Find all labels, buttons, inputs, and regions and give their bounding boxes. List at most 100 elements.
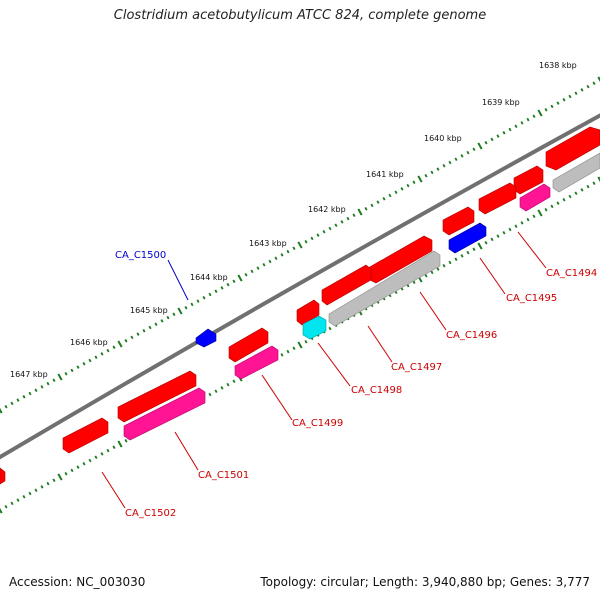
genome-summary-text: Topology: circular; Length: 3,940,880 bp… [260, 575, 590, 589]
inner-tick [57, 473, 63, 481]
gene-feature-ca-c1500[interactable] [195, 328, 217, 348]
inner-tick [286, 349, 290, 354]
outer-tick [520, 121, 524, 125]
outer-tick [357, 208, 363, 216]
gene-feature-fwd-7[interactable] [228, 327, 269, 363]
inner-tick [496, 234, 500, 238]
inner-tick [22, 495, 26, 499]
outer-tick [508, 127, 512, 132]
gene-feature-ca-c1501[interactable] [123, 387, 206, 441]
outer-tick [34, 388, 38, 392]
outer-tick [532, 114, 536, 119]
inner-tick [568, 194, 572, 199]
inner-tick [502, 231, 506, 235]
gene-label-ca-c1500[interactable]: CA_C1500 [115, 250, 166, 261]
outer-tick [382, 197, 386, 201]
inner-tick [100, 452, 104, 456]
gene-label-ca-c1497[interactable]: CA_C1497 [391, 362, 442, 373]
inner-tick [580, 188, 584, 192]
inner-tick [436, 267, 440, 271]
outer-tick [514, 124, 518, 128]
accession-text: Accession: NC_003030 [9, 575, 146, 589]
inner-tick [526, 217, 530, 222]
inner-tick [220, 386, 224, 390]
outer-tick [490, 137, 494, 142]
outer-tick [177, 307, 183, 315]
outer-tick [154, 322, 158, 326]
outer-tick [370, 203, 374, 208]
gene-feature-pink-1[interactable] [519, 183, 551, 212]
outer-tick [472, 147, 476, 152]
gene-feature-ca-c1494-neighbor[interactable] [545, 126, 600, 171]
gene-label-ca-c1495[interactable]: CA_C1495 [506, 293, 557, 304]
gene-feature-fwd-2[interactable] [478, 182, 517, 215]
outer-tick [64, 371, 68, 376]
outer-tick [232, 279, 236, 284]
tick-label-1647: 1647 kbp [10, 370, 48, 379]
gene-feature-fwd-9[interactable] [62, 417, 109, 454]
outer-tick [28, 391, 32, 396]
gene-feature-fwd-3[interactable] [442, 206, 475, 236]
outer-tick [160, 319, 164, 323]
outer-tick [417, 175, 423, 183]
outer-tick [70, 368, 74, 373]
inner-tick [508, 227, 512, 232]
gene-feature-ca-c1495[interactable] [448, 222, 487, 254]
inner-tick [4, 504, 8, 509]
inner-tick [94, 455, 98, 459]
inner-tick [490, 237, 494, 242]
outer-tick [76, 365, 80, 369]
map-title: Clostridium acetobutylicum ATCC 824, com… [113, 8, 487, 23]
outer-tick [268, 259, 272, 264]
outer-tick [46, 381, 50, 386]
outer-tick [322, 230, 326, 234]
outer-tick [292, 246, 296, 251]
inner-tick [562, 198, 566, 202]
outer-tick [502, 131, 506, 135]
tick-label-1641: 1641 kbp [366, 170, 404, 179]
gene-feature-fwd-5[interactable] [321, 264, 372, 306]
outer-tick [496, 134, 500, 138]
outer-tick [310, 236, 314, 241]
gene-feature-ca-c1496[interactable] [328, 250, 441, 327]
gene-label-ca-c1499[interactable]: CA_C1499 [292, 418, 343, 429]
gene-label-ca-c1494[interactable]: CA_C1494 [546, 268, 597, 279]
outer-tick [424, 173, 428, 178]
gene-labels: CA_C1494 CA_C1495 CA_C1496 CA_C1497 CA_C… [115, 250, 597, 519]
inner-tick [597, 176, 600, 183]
gene-feature-gray-1[interactable] [552, 152, 600, 193]
inner-tick [532, 214, 536, 219]
gene-feature-ca-c1498[interactable] [302, 315, 327, 340]
gene-label-ca-c1498[interactable]: CA_C1498 [351, 385, 402, 396]
inner-tick [214, 389, 218, 393]
outer-tick [112, 345, 116, 350]
outer-tick [117, 340, 123, 348]
outer-tick [88, 358, 92, 363]
inner-tick [70, 468, 74, 473]
outer-tick [262, 263, 266, 267]
gene-label-ca-c1496[interactable]: CA_C1496 [446, 330, 497, 341]
outer-tick [280, 253, 284, 257]
tick-label-1639: 1639 kbp [482, 98, 520, 107]
outer-tick [286, 249, 290, 254]
gene-feature-fwd-6[interactable] [296, 299, 320, 326]
outer-tick [82, 362, 86, 366]
gene-feature-fwd-10[interactable] [0, 467, 6, 485]
outer-tick [442, 164, 446, 168]
outer-tick [334, 223, 338, 227]
gene-label-ca-c1502[interactable]: CA_C1502 [125, 508, 176, 519]
inner-tick [82, 462, 86, 466]
gene-feature-ca-c1499[interactable] [234, 345, 279, 380]
gene-label-ca-c1501[interactable]: CA_C1501 [198, 470, 249, 481]
outer-tick [460, 154, 464, 158]
outer-tick [94, 355, 98, 359]
outer-tick [52, 378, 56, 383]
outer-tick [580, 88, 584, 92]
outer-tick [568, 94, 572, 99]
gene-feature-fwd-8[interactable] [117, 370, 197, 423]
outer-tick [562, 98, 566, 102]
inner-tick [550, 204, 554, 209]
outer-tick [136, 332, 140, 336]
inner-tick [16, 498, 20, 502]
outer-tick [436, 167, 440, 171]
